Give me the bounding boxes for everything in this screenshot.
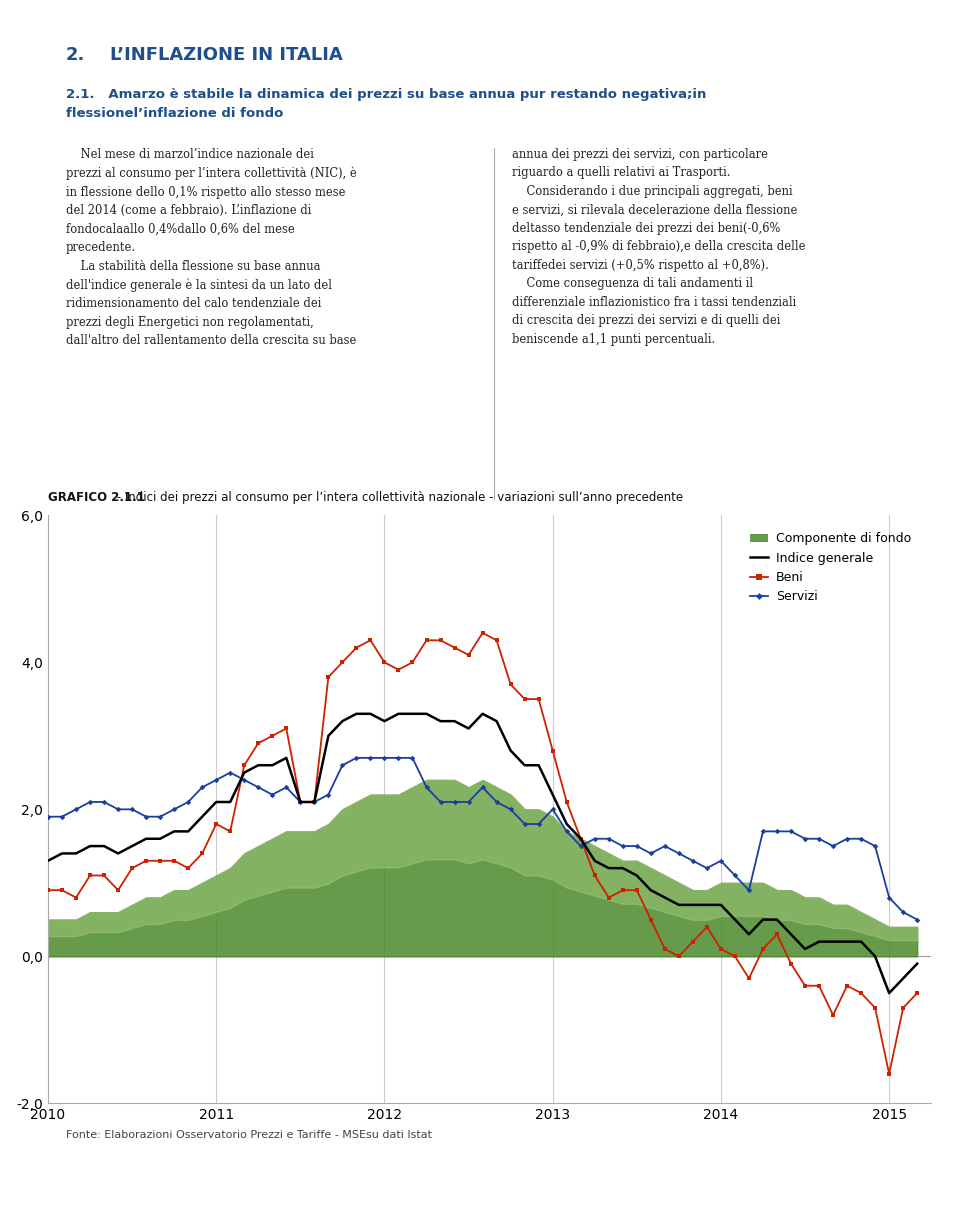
- Beni: [477, 626, 489, 640]
- Beni: [448, 640, 460, 655]
- Text: GRAFICO 2.1.1: GRAFICO 2.1.1: [48, 491, 145, 505]
- Legend: Componente di fondo, Indice generale, Beni, Servizi: Componente di fondo, Indice generale, Be…: [745, 528, 916, 609]
- Servizi: [280, 780, 292, 794]
- Servizi: [911, 913, 923, 927]
- Indice generale: [42, 853, 54, 868]
- Text: Fonte: Elaborazioni Osservatorio Prezzi e Tariffe - MSEsu dati Istat: Fonte: Elaborazioni Osservatorio Prezzi …: [65, 1130, 432, 1140]
- Indice generale: [491, 714, 502, 728]
- Text: - Indici dei prezzi al consumo per l’intera collettività nazionale - variazioni : - Indici dei prezzi al consumo per l’int…: [113, 491, 684, 505]
- Servizi: [463, 794, 474, 809]
- Text: Nel mese di marzol’indice nazionale dei
prezzi al consumo per l’intera collettiv: Nel mese di marzol’indice nazionale dei …: [65, 148, 356, 347]
- Servizi: [898, 906, 909, 920]
- Text: L’INFLAZIONE IN ITALIA: L’INFLAZIONE IN ITALIA: [109, 46, 343, 64]
- Line: Indice generale: Indice generale: [48, 714, 917, 993]
- Servizi: [350, 750, 362, 765]
- Beni: [898, 1001, 909, 1015]
- Beni: [280, 721, 292, 736]
- Servizi: [491, 794, 502, 809]
- Text: 2.1.   Amarzo è stabile la dinamica dei prezzi su base annua pur restando negati: 2.1. Amarzo è stabile la dinamica dei pr…: [65, 88, 706, 120]
- Beni: [491, 633, 502, 648]
- Beni: [308, 794, 320, 809]
- Indice generale: [660, 890, 671, 904]
- Servizi: [42, 809, 54, 824]
- Indice generale: [350, 706, 362, 721]
- Indice generale: [883, 986, 895, 1001]
- Indice generale: [911, 957, 923, 971]
- Beni: [42, 882, 54, 897]
- Text: 2.: 2.: [65, 46, 85, 64]
- Text: annua dei prezzi dei servizi, con particolare
riguardo a quelli relativi ai Tras: annua dei prezzi dei servizi, con partic…: [512, 148, 805, 346]
- Line: Servizi: Servizi: [46, 756, 919, 921]
- Indice generale: [898, 971, 909, 986]
- Beni: [660, 942, 671, 957]
- Servizi: [308, 794, 320, 809]
- Indice generale: [463, 721, 474, 736]
- Indice generale: [308, 794, 320, 809]
- Beni: [883, 1067, 895, 1081]
- Servizi: [660, 838, 671, 853]
- Line: Beni: Beni: [46, 631, 920, 1077]
- Beni: [911, 986, 923, 1001]
- Indice generale: [280, 750, 292, 765]
